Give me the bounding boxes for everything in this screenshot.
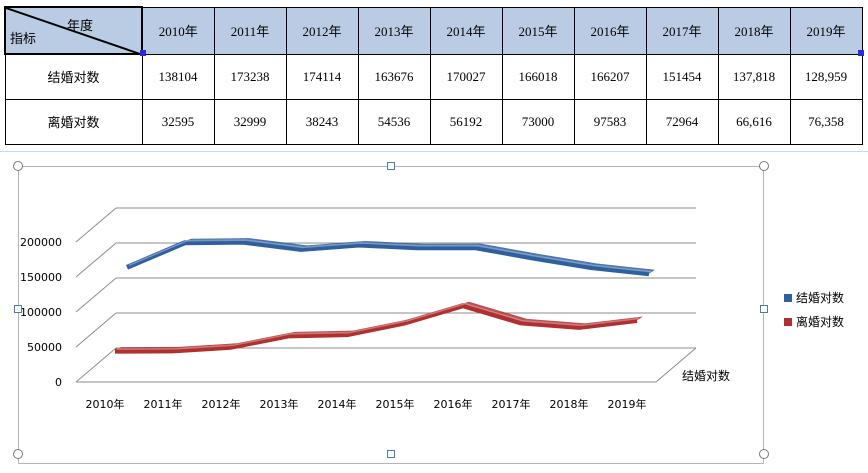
- data-cell[interactable]: 38243: [285, 98, 359, 145]
- data-cell[interactable]: 54536: [357, 98, 431, 145]
- data-cell[interactable]: 32595: [141, 98, 215, 145]
- year-header-cell[interactable]: 2013年: [357, 6, 431, 55]
- year-header-cell[interactable]: 2015年: [501, 6, 575, 55]
- x-tick-label: 2013年: [260, 397, 299, 411]
- resize-handle[interactable]: [760, 305, 768, 313]
- chart-area[interactable]: [18, 166, 764, 464]
- grid-depth-line: [75, 347, 117, 383]
- data-cell[interactable]: 163676: [357, 53, 431, 100]
- year-header-cell[interactable]: 2011年: [213, 6, 287, 55]
- diagonal-line: [6, 8, 143, 55]
- data-cell[interactable]: 72964: [645, 98, 719, 145]
- line-chart: 0 50000 100000 150000 200000 结婚对数 2010年 2011年 20…: [20, 207, 730, 411]
- legend-swatch: [784, 293, 792, 302]
- x-tick-label: 2012年: [202, 397, 241, 411]
- corner-indicator-label: 指标: [10, 32, 37, 47]
- data-cell[interactable]: 138104: [141, 53, 215, 100]
- resize-handle[interactable]: [387, 162, 395, 170]
- data-cell[interactable]: 137,818: [717, 53, 791, 100]
- grid-depth-line: [75, 277, 117, 313]
- data-cell[interactable]: 170027: [429, 53, 503, 100]
- data-cell[interactable]: 128,959: [789, 53, 863, 100]
- x-tick-label: 2011年: [144, 397, 183, 411]
- resize-handle[interactable]: [387, 450, 395, 458]
- data-cell[interactable]: 151454: [645, 53, 719, 100]
- year-header-cell[interactable]: 2016年: [573, 6, 647, 55]
- resize-handle[interactable]: [759, 449, 769, 459]
- year-header-cell[interactable]: 2012年: [285, 6, 359, 55]
- table-row-divorce: 离婚对数 32595 32999 38243 54536 56192 73000…: [4, 98, 863, 145]
- legend-swatch: [784, 317, 792, 326]
- x-tick-label: 2017年: [492, 397, 531, 411]
- series-line: [126, 239, 650, 277]
- data-cell[interactable]: 32999: [213, 98, 287, 145]
- table-row-marriage: 结婚对数 138104 173238 174114 163676 170027 …: [4, 53, 863, 100]
- resize-handle[interactable]: [13, 161, 23, 171]
- data-cell[interactable]: 76,358: [789, 98, 863, 145]
- y-tick-label: 150000: [20, 271, 62, 284]
- data-cell[interactable]: 166018: [501, 53, 575, 100]
- y-tick-label: 100000: [20, 306, 62, 319]
- row-label-cell[interactable]: 结婚对数: [4, 53, 143, 100]
- y-tick-label: 0: [55, 376, 62, 389]
- data-cell[interactable]: 166207: [573, 53, 647, 100]
- x-tick-label: 2010年: [86, 397, 125, 411]
- corner-header-cell[interactable]: 年度 指标: [4, 6, 143, 55]
- legend-item-marriage[interactable]: 结婚对数: [784, 289, 844, 306]
- x-tick-label: 2018年: [550, 397, 589, 411]
- resize-handle[interactable]: [759, 161, 769, 171]
- x-tick-label: 2019年: [608, 397, 647, 411]
- series-line: [114, 303, 638, 354]
- header-row: 年度 指标 2010年 2011年 2012年 2013年 2014年 2015…: [4, 6, 863, 55]
- selection-handle[interactable]: [858, 50, 864, 56]
- data-cell[interactable]: 174114: [285, 53, 359, 100]
- data-cell[interactable]: 173238: [213, 53, 287, 100]
- legend-label: 离婚对数: [796, 315, 845, 329]
- x-tick-label: 2016年: [434, 397, 473, 411]
- series-highlight: [116, 302, 640, 350]
- depth-axis-label: 结婚对数: [682, 368, 730, 383]
- year-header-cell[interactable]: 2019年: [789, 6, 863, 55]
- legend-label: 结婚对数: [796, 291, 845, 305]
- year-header-cell[interactable]: 2017年: [645, 6, 719, 55]
- y-tick-label: 200000: [20, 236, 62, 249]
- x-tick-label: 2014年: [318, 397, 357, 411]
- data-table: 年度 指标 2010年 2011年 2012年 2013年 2014年 2015…: [4, 6, 863, 145]
- data-cell[interactable]: 73000: [501, 98, 575, 145]
- resize-handle[interactable]: [14, 305, 22, 313]
- data-cell[interactable]: 97583: [573, 98, 647, 145]
- data-cell[interactable]: 66,616: [717, 98, 791, 145]
- resize-handle[interactable]: [13, 449, 23, 459]
- chart-object[interactable]: 0 50000 100000 150000 200000 结婚对数 2010年 2011年 20…: [0, 151, 868, 472]
- y-tick-label: 50000: [27, 341, 62, 354]
- year-header-cell[interactable]: 2010年: [141, 6, 215, 55]
- legend-item-divorce[interactable]: 离婚对数: [784, 313, 844, 330]
- series-highlight: [128, 239, 652, 273]
- selection-handle[interactable]: [140, 50, 146, 56]
- grid-depth-line: [75, 207, 117, 243]
- floor-edge: [655, 347, 697, 383]
- year-header-cell[interactable]: 2018年: [717, 6, 791, 55]
- year-header-cell[interactable]: 2014年: [429, 6, 503, 55]
- grid-depth-line: [75, 242, 117, 278]
- corner-year-label: 年度: [66, 19, 93, 34]
- grid-depth-line: [75, 312, 117, 348]
- x-tick-label: 2015年: [376, 397, 415, 411]
- data-cell[interactable]: 56192: [429, 98, 503, 145]
- row-label-cell[interactable]: 离婚对数: [4, 98, 143, 145]
